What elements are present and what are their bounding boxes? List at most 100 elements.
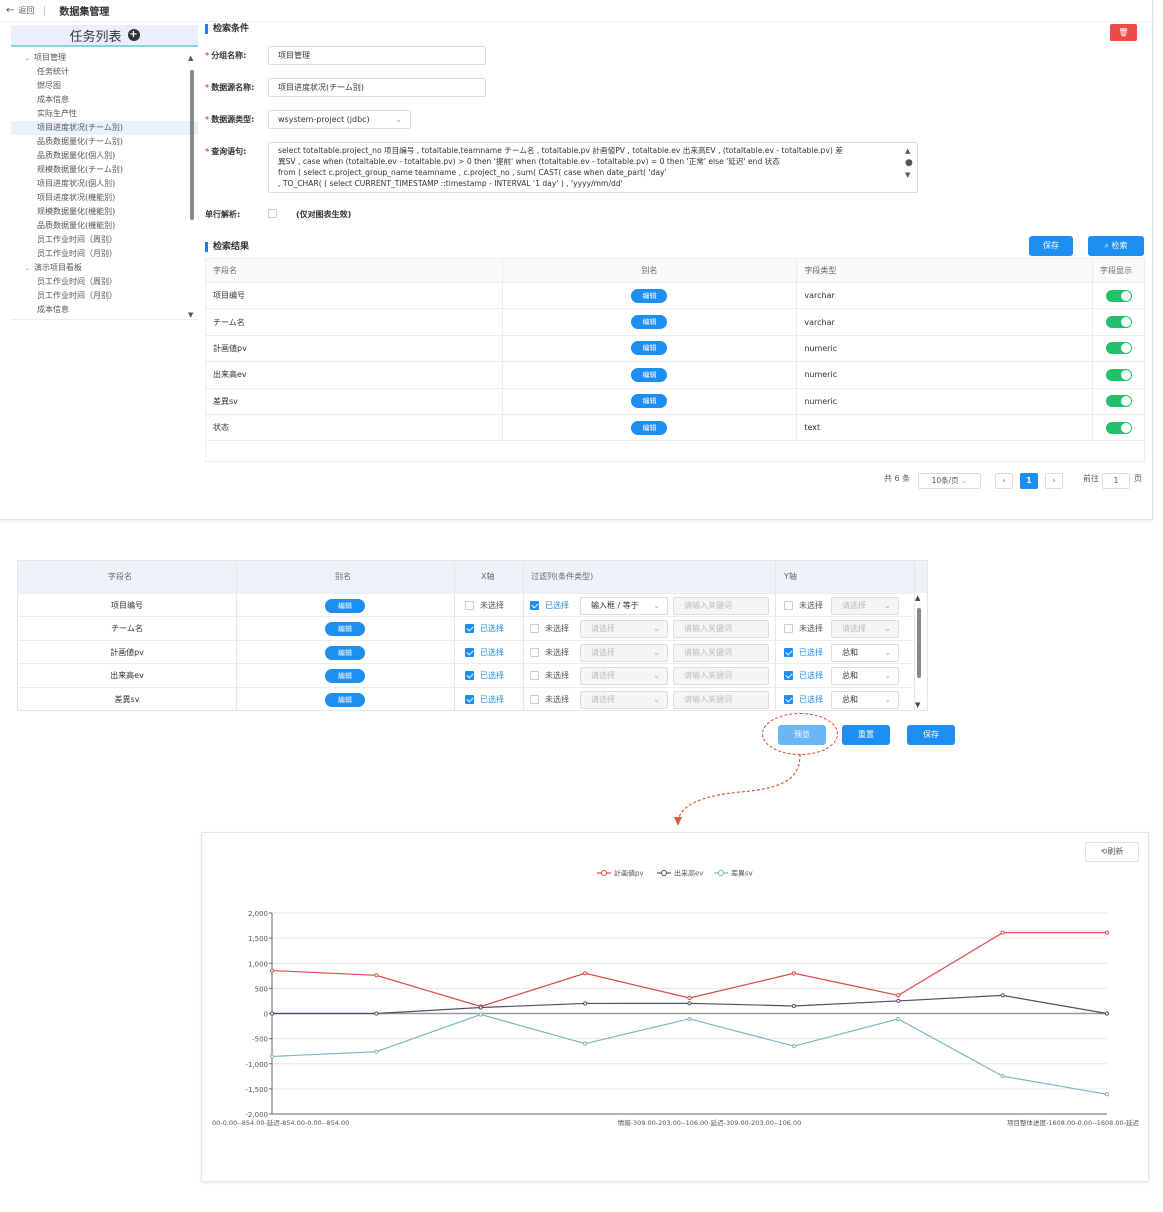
- filter-type-select[interactable]: 请选择 ⌄: [580, 620, 668, 639]
- tree-item[interactable]: 项目进度状况(機能別): [37, 193, 116, 202]
- edit-button[interactable]: 编辑: [631, 315, 668, 330]
- edit-button[interactable]: 编辑: [325, 692, 365, 707]
- display-toggle[interactable]: [1105, 421, 1132, 434]
- edit-button[interactable]: 编辑: [325, 599, 365, 613]
- tree-group[interactable]: ⌄ 项目管理: [11, 51, 198, 65]
- scroll-thumb[interactable]: [917, 608, 921, 678]
- back-button[interactable]: ← 返回: [0, 5, 34, 16]
- edit-button[interactable]: 编辑: [325, 669, 365, 684]
- save-button[interactable]: 保存: [1029, 236, 1073, 256]
- aggregate-select[interactable]: 总和 ⌄: [831, 690, 899, 709]
- filter-cell: 未选择: [530, 688, 569, 711]
- tree-group[interactable]: ⌄ 演示项目看板: [11, 261, 198, 275]
- display-toggle[interactable]: [1105, 368, 1132, 381]
- scroll-thumb[interactable]: [190, 70, 194, 220]
- scroll-up-icon[interactable]: ▲: [188, 54, 194, 62]
- next-page-button[interactable]: ›: [1045, 473, 1063, 489]
- y-axis-checkbox[interactable]: [784, 671, 793, 681]
- keyword-input[interactable]: 请输入关键词: [673, 667, 769, 686]
- query-scrollbar[interactable]: ▲ ● ▼: [905, 146, 913, 190]
- edit-button[interactable]: 编辑: [325, 645, 365, 660]
- edit-button[interactable]: 编辑: [325, 622, 365, 637]
- tree-item[interactable]: 任务统计: [37, 67, 69, 76]
- field-name: 出来高ev: [205, 361, 503, 389]
- filter-type-select[interactable]: 请选择 ⌄: [580, 667, 668, 686]
- tree-item[interactable]: 实际生产性: [37, 109, 77, 118]
- edit-button[interactable]: 编辑: [631, 288, 668, 303]
- tree-item[interactable]: 品质数据量化(機能別): [37, 221, 116, 230]
- scroll-down-icon[interactable]: ▼: [905, 171, 911, 179]
- aggregate-select[interactable]: 请选择 ⌄: [831, 620, 899, 639]
- edit-button[interactable]: 编辑: [631, 367, 668, 382]
- keyword-input[interactable]: 请输入关键词: [673, 690, 769, 709]
- edit-button[interactable]: 编辑: [631, 341, 668, 356]
- scroll-thumb[interactable]: ●: [905, 158, 913, 168]
- scroll-up-icon[interactable]: ▲: [905, 147, 911, 155]
- single-row-checkbox[interactable]: [268, 209, 277, 218]
- x-axis-checkbox[interactable]: [465, 694, 474, 704]
- x-axis-checkbox[interactable]: [465, 601, 474, 610]
- dataset-name-input[interactable]: 项目进度状况(チーム别): [268, 78, 486, 97]
- edit-button[interactable]: 编辑: [631, 394, 668, 409]
- filter-checkbox[interactable]: [530, 694, 539, 704]
- edit-button[interactable]: 编辑: [631, 420, 668, 435]
- add-task-button[interactable]: +: [127, 29, 140, 41]
- prev-page-button[interactable]: ‹: [995, 473, 1013, 489]
- keyword-input[interactable]: 请输入关键词: [673, 643, 769, 662]
- aggregate-select[interactable]: 总和 ⌄: [831, 667, 899, 686]
- search-button[interactable]: ⌕ 检索: [1088, 236, 1144, 256]
- tree-item[interactable]: 项目进度状况(個人別): [37, 179, 116, 188]
- tree-item[interactable]: 规模数据量化(機能別): [37, 207, 116, 216]
- current-page[interactable]: 1: [1020, 473, 1038, 489]
- y-axis-checkbox[interactable]: [784, 694, 793, 704]
- display-toggle[interactable]: [1105, 289, 1132, 302]
- chevron-down-icon[interactable]: ⌄: [25, 55, 31, 62]
- x-axis-checkbox[interactable]: [465, 647, 474, 657]
- config-scrollbar[interactable]: ▲ ▼: [914, 594, 924, 709]
- tree-item[interactable]: 品质数据量化(個人別): [37, 151, 116, 160]
- tree-scrollbar[interactable]: ▲ ▼: [188, 54, 196, 319]
- filter-checkbox[interactable]: [530, 601, 539, 610]
- group-name-input[interactable]: 项目管理: [268, 46, 486, 65]
- tree-item[interactable]: 成本信息: [37, 95, 69, 104]
- aggregate-select[interactable]: 请选择 ⌄: [831, 597, 899, 615]
- query-textarea[interactable]: select totaltable.project_no 项目编号 , tota…: [268, 142, 918, 193]
- y-axis-checkbox[interactable]: [784, 601, 793, 610]
- filter-type-select[interactable]: 请选择 ⌄: [580, 690, 668, 709]
- filter-type-select[interactable]: 输入框 / 等于 ⌄: [580, 597, 668, 615]
- refresh-button[interactable]: ⟲刷新: [1085, 842, 1139, 862]
- y-axis-checkbox[interactable]: [784, 624, 793, 634]
- display-toggle[interactable]: [1105, 316, 1132, 329]
- aggregate-select[interactable]: 总和 ⌄: [831, 643, 899, 662]
- tree-item[interactable]: 员工作业时间（月别）: [37, 249, 117, 258]
- save-config-button[interactable]: 保存: [907, 725, 955, 745]
- tree-item[interactable]: 员工作业时间（周别）: [37, 235, 117, 244]
- tree-item[interactable]: 员工作业时间（月别）: [37, 291, 117, 300]
- display-toggle[interactable]: [1105, 342, 1132, 355]
- x-axis-checkbox[interactable]: [465, 671, 474, 681]
- tree-item[interactable]: 成本信息: [37, 305, 69, 314]
- tree-item[interactable]: 燃尽图: [37, 81, 61, 90]
- keyword-input[interactable]: 请输入关键词: [673, 620, 769, 639]
- keyword-input[interactable]: 请输入关键词: [673, 597, 769, 615]
- filter-type-select[interactable]: 请选择 ⌄: [580, 643, 668, 662]
- filter-checkbox[interactable]: [530, 647, 539, 657]
- x-axis-checkbox[interactable]: [465, 624, 474, 634]
- filter-checkbox[interactable]: [530, 624, 539, 634]
- scroll-down-icon[interactable]: ▼: [915, 701, 921, 709]
- reset-button[interactable]: 重置: [842, 725, 890, 745]
- y-axis-checkbox[interactable]: [784, 647, 793, 657]
- filter-checkbox[interactable]: [530, 671, 539, 681]
- display-toggle[interactable]: [1105, 395, 1132, 408]
- tree-item[interactable]: 员工作业时间（周别）: [37, 277, 117, 286]
- page-size-select[interactable]: 10条/页 ⌄: [918, 473, 981, 489]
- delete-button[interactable]: 🗑: [1110, 24, 1137, 41]
- dataset-type-select[interactable]: wsystem-project (jdbc) ⌄: [268, 110, 411, 129]
- goto-page-input[interactable]: 1: [1102, 473, 1130, 489]
- scroll-down-icon[interactable]: ▼: [188, 311, 194, 319]
- tree-item[interactable]: 品质数据量化(チーム别): [37, 137, 124, 146]
- chevron-down-icon[interactable]: ⌄: [25, 265, 31, 272]
- tree-item[interactable]: 项目进度状况(チーム別): [11, 121, 198, 135]
- scroll-up-icon[interactable]: ▲: [915, 594, 921, 602]
- tree-item[interactable]: 规模数据量化(チーム别): [37, 165, 124, 174]
